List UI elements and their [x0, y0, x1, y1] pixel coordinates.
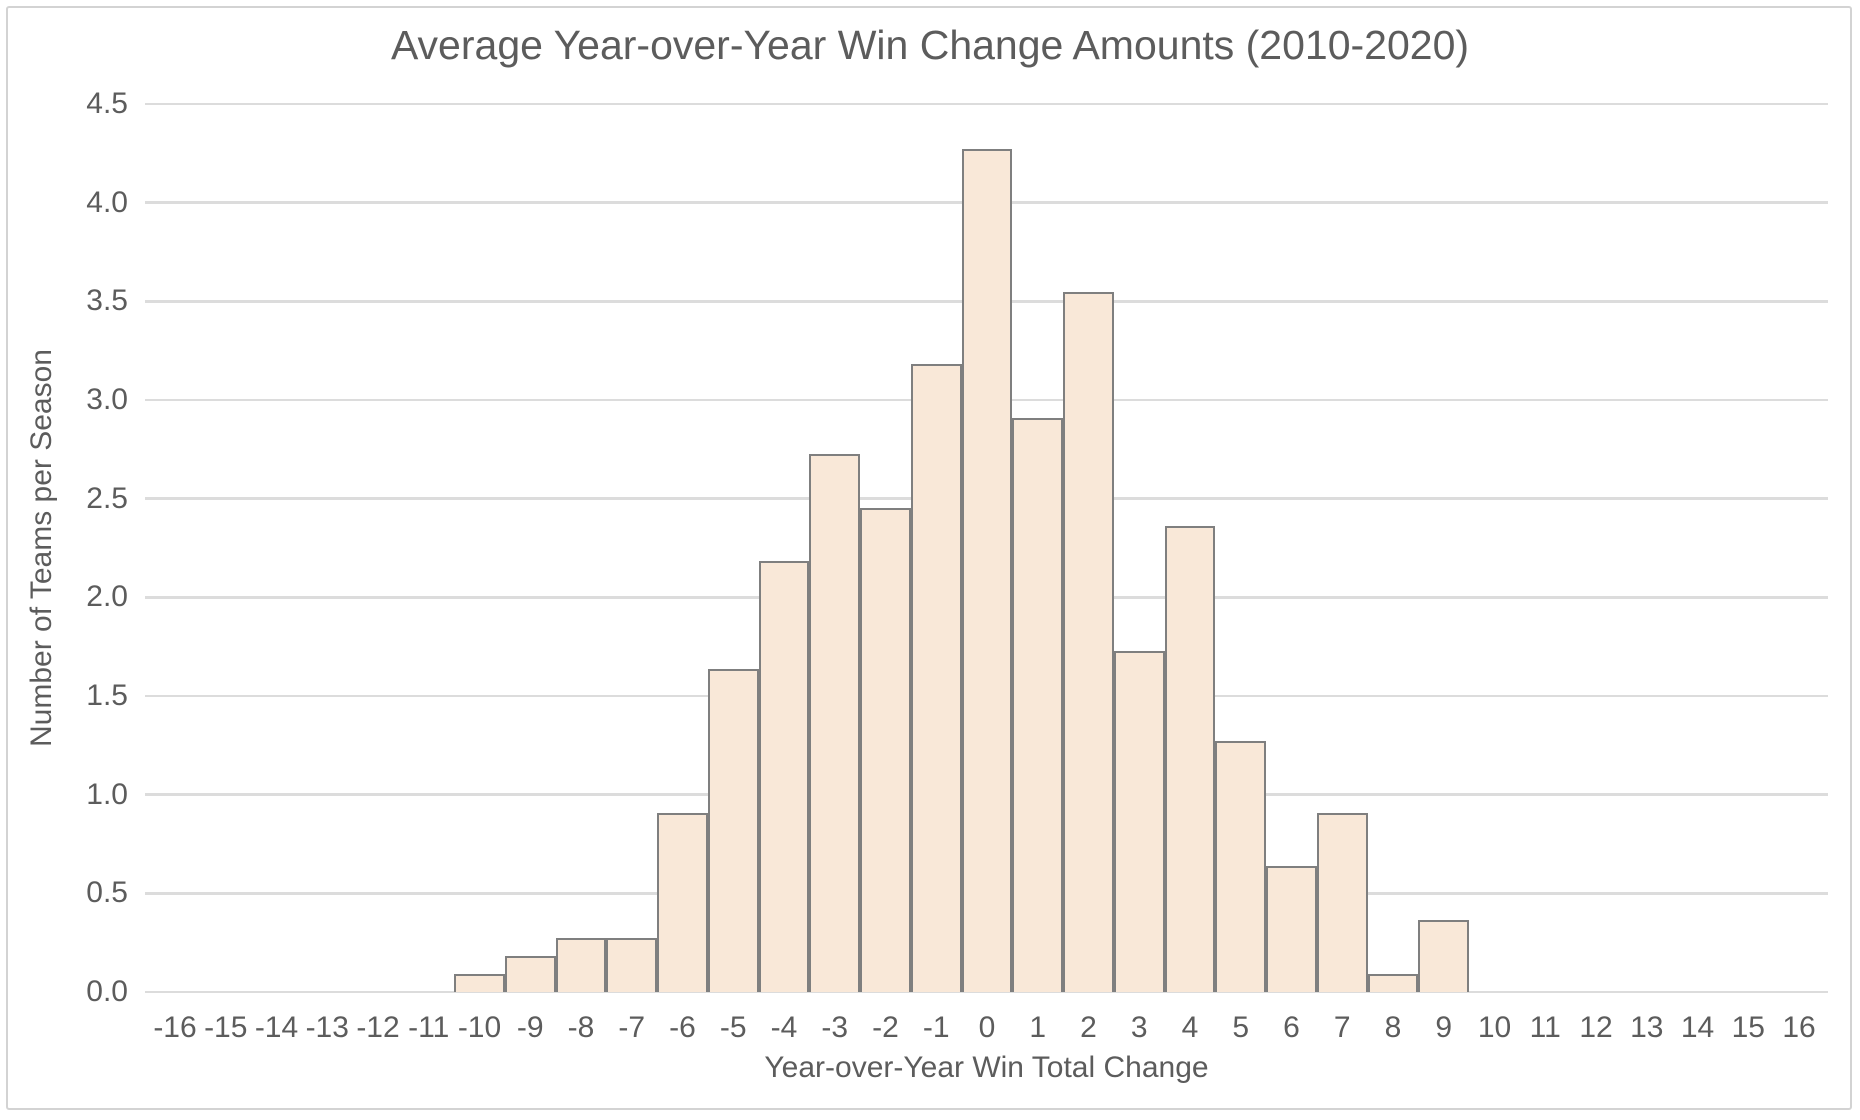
- x-tick-label--13: -13: [305, 1011, 349, 1044]
- x-tick-label--8: -8: [567, 1011, 595, 1044]
- chart-title: Average Year-over-Year Win Change Amount…: [390, 22, 1470, 68]
- gridline-0.0: [145, 990, 1828, 994]
- x-tick-label-10: 10: [1477, 1011, 1512, 1044]
- y-tick-label-0.0: 0.0: [86, 975, 128, 1008]
- bar--5: [707, 669, 759, 992]
- x-tick-label--9: -9: [516, 1011, 544, 1044]
- x-tick-label--4: -4: [770, 1011, 798, 1044]
- bar-0: [961, 148, 1013, 992]
- bar--2: [860, 507, 911, 992]
- y-tick-label-1.5: 1.5: [86, 679, 128, 712]
- x-tick-label-2: 2: [1080, 1011, 1097, 1044]
- bar-2: [1063, 292, 1114, 992]
- x-tick-label--5: -5: [719, 1011, 747, 1044]
- x-tick-label--7: -7: [618, 1011, 646, 1044]
- bar--7: [606, 938, 658, 992]
- x-tick-label-9: 9: [1435, 1011, 1453, 1044]
- x-tick-label--14: -14: [254, 1011, 299, 1044]
- y-tick-label-4.5: 4.5: [86, 87, 128, 120]
- x-tick-label-6: 6: [1283, 1011, 1300, 1044]
- x-tick-label--12: -12: [356, 1011, 400, 1044]
- x-tick-label--16: -16: [153, 1011, 197, 1044]
- bar-8: [1367, 974, 1419, 992]
- y-tick-label-2.0: 2.0: [86, 580, 128, 614]
- y-tick-label-0.5: 0.5: [86, 876, 128, 910]
- bar-5: [1215, 740, 1267, 992]
- bar-9: [1418, 920, 1470, 992]
- x-axis-title: Year-over-Year Win Total Change: [764, 1051, 1209, 1084]
- x-tick-label-0: 0: [978, 1011, 996, 1044]
- x-tick-label-7: 7: [1333, 1011, 1351, 1044]
- bar-1: [1012, 417, 1064, 992]
- x-tick-label-11: 11: [1529, 1011, 1561, 1044]
- x-tick-label--3: -3: [821, 1011, 849, 1044]
- x-tick-label--1: -1: [922, 1011, 950, 1044]
- x-tick-label--6: -6: [669, 1011, 696, 1044]
- x-tick-label-4: 4: [1181, 1011, 1199, 1044]
- x-tick-label-5: 5: [1232, 1011, 1250, 1044]
- x-tick-label--11: -11: [408, 1011, 450, 1044]
- bar-4: [1164, 525, 1216, 992]
- x-tick-label--10: -10: [457, 1011, 502, 1044]
- bar-3: [1113, 651, 1165, 992]
- x-tick-label-8: 8: [1384, 1011, 1402, 1044]
- y-tick-label-3.0: 3.0: [86, 383, 128, 416]
- y-tick-label-1.0: 1.0: [86, 777, 128, 811]
- y-tick-label-4.0: 4.0: [86, 185, 128, 219]
- y-tick-label-2.5: 2.5: [86, 481, 128, 515]
- bar--4: [758, 561, 810, 992]
- x-tick-label-13: 13: [1630, 1011, 1664, 1044]
- bar--9: [504, 956, 556, 992]
- bar--3: [809, 453, 861, 992]
- bar-7: [1316, 812, 1368, 992]
- bar--8: [555, 938, 607, 992]
- bar--10: [454, 974, 505, 992]
- bar--6: [657, 812, 708, 992]
- x-tick-label-14: 14: [1680, 1011, 1715, 1044]
- x-tick-label--15: -15: [204, 1011, 248, 1044]
- x-tick-label-12: 12: [1579, 1011, 1613, 1044]
- gridline-4.5: [145, 102, 1828, 106]
- bar--1: [910, 364, 962, 992]
- x-tick-label-3: 3: [1130, 1011, 1148, 1044]
- x-tick-label-1: 1: [1029, 1011, 1047, 1044]
- x-tick-label-15: 15: [1731, 1011, 1765, 1044]
- bar-6: [1266, 866, 1317, 992]
- x-tick-label--2: -2: [872, 1011, 899, 1044]
- x-tick-label-16: 16: [1782, 1011, 1816, 1044]
- y-tick-label-3.5: 3.5: [86, 284, 128, 318]
